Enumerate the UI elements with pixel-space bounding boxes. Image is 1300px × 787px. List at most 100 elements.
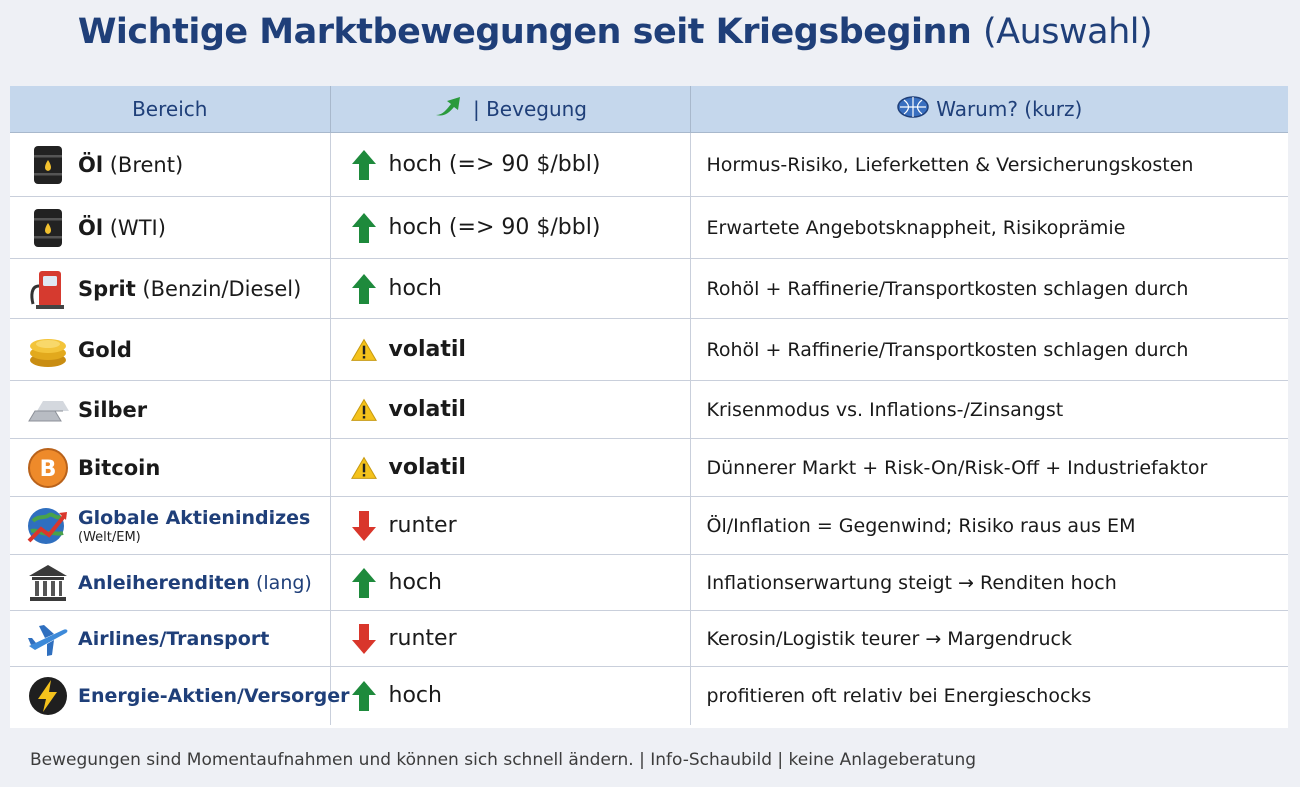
asset-name: Airlines/Transport — [78, 628, 269, 650]
table-row: Globale Aktienindizes (Welt/EM) runter Öl/I… — [10, 496, 1288, 555]
arrow-up-icon — [351, 272, 377, 306]
title-main: Wichtige Marktbewegungen seit Kriegsbegi… — [77, 12, 972, 52]
svg-text:B: B — [40, 457, 57, 482]
table-row: Airlines/Transport runter Kerosin/Logistik… — [10, 610, 1288, 667]
table-row: Anleiherenditen (lang) hoch Inflationserwa… — [10, 554, 1288, 611]
oil-barrel-icon — [24, 204, 72, 252]
reason-text: Kerosin/Logistik teurer → Margendruck — [706, 627, 1072, 650]
footer-note: Bewegungen sind Momentaufnahmen und könn… — [30, 750, 977, 770]
asset-name: Gold — [78, 338, 132, 362]
reason-text: Inflationserwartung steigt → Renditen ho… — [706, 571, 1117, 594]
cell-warum: Inflationserwartung steigt → Renditen ho… — [690, 554, 1288, 611]
cell-bewegung: hoch (=> 90 $/bbl) — [330, 196, 691, 259]
table-row: Gold volatil Rohöl + Raffinerie/Transportk… — [10, 318, 1288, 381]
cell-bewegung: hoch (=> 90 $/bbl) — [330, 132, 691, 197]
header-warum: Warum? (kurz) — [690, 86, 1288, 133]
asset-name-bold: Silber — [78, 397, 148, 422]
airplane-icon — [24, 615, 72, 663]
table-row: B Bitcoin volatil Dünnerer Markt + Risk-On/… — [10, 438, 1288, 497]
cell-bewegung: hoch — [330, 554, 691, 611]
header-bereich: Bereich — [10, 86, 331, 133]
asset-name-detail: (lang) — [249, 571, 312, 594]
globe-chart-icon — [24, 502, 72, 550]
warning-icon — [350, 393, 377, 427]
gold-coins-icon — [24, 326, 72, 374]
asset-name: Bitcoin — [78, 456, 160, 480]
cell-warum: Öl/Inflation = Gegenwind; Risiko raus au… — [690, 496, 1288, 555]
cell-bereich: Silber — [10, 380, 331, 439]
reason-text: Rohöl + Raffinerie/Transportkosten schla… — [706, 338, 1189, 361]
asset-name: Silber — [78, 398, 147, 422]
silver-bars-icon — [24, 386, 72, 434]
asset-name: Globale Aktienindizes (Welt/EM) — [78, 507, 310, 545]
trend-arrow-icon — [433, 95, 467, 124]
asset-name-bold: Airlines/Transport — [78, 627, 270, 650]
cell-warum: Hormus-Risiko, Lieferketten & Versicheru… — [690, 132, 1288, 197]
cell-bewegung: volatil — [330, 380, 691, 439]
asset-name-bold: Öl — [78, 152, 104, 177]
bitcoin-icon: B — [24, 444, 72, 492]
table-row: Silber volatil Krisenmodus vs. Inflations-… — [10, 380, 1288, 439]
movement-label: volatil — [388, 337, 466, 362]
movement-label: volatil — [388, 455, 466, 480]
asset-name-bold: Öl — [78, 215, 104, 240]
cell-bereich: Anleiherenditen (lang) — [10, 554, 331, 611]
cell-bereich: Öl (Brent) — [10, 132, 331, 197]
reason-text: Hormus-Risiko, Lieferketten & Versicheru… — [706, 153, 1194, 176]
cell-warum: Rohöl + Raffinerie/Transportkosten schla… — [690, 258, 1288, 319]
asset-name-bold: Sprit — [78, 276, 136, 301]
cell-bewegung: runter — [330, 496, 691, 555]
asset-name-sub: (Welt/EM) — [78, 529, 141, 545]
cell-bereich: Gold — [10, 318, 331, 381]
lightning-icon — [24, 672, 72, 720]
cell-warum: profitieren oft relativ bei Energieschoc… — [690, 667, 1288, 725]
cell-bewegung: volatil — [330, 318, 691, 381]
asset-name-bold: Energie-Aktien/Versorger — [78, 684, 350, 707]
cell-bereich: Airlines/Transport — [10, 610, 331, 667]
cell-warum: Kerosin/Logistik teurer → Margendruck — [690, 610, 1288, 667]
warning-icon — [350, 451, 377, 485]
table-row: Öl (WTI) hoch (=> 90 $/bbl) Erwartete Ange… — [10, 196, 1288, 259]
header-bewegung: | Bevegung — [330, 86, 691, 133]
movement-label: hoch (=> 90 $/bbl) — [388, 152, 601, 177]
globe-icon — [896, 95, 930, 124]
arrow-down-icon — [351, 509, 377, 543]
asset-name-bold: Bitcoin — [78, 455, 161, 480]
header-bereich-label: Bereich — [132, 97, 208, 121]
asset-name: Öl (Brent) — [78, 153, 183, 177]
cell-warum: Rohöl + Raffinerie/Transportkosten schla… — [690, 318, 1288, 381]
asset-name: Energie-Aktien/Versorger — [78, 685, 349, 707]
bank-building-icon — [24, 559, 72, 607]
movement-label: hoch — [388, 570, 442, 595]
cell-warum: Erwartete Angebotsknappheit, Risikoprämi… — [690, 196, 1288, 259]
movement-label: hoch — [388, 683, 442, 709]
cell-bereich: B Bitcoin — [10, 438, 331, 497]
fuel-pump-icon — [24, 265, 72, 313]
market-table: Bereich | Bevegung Warum? — [10, 86, 1288, 725]
arrow-up-icon — [351, 566, 377, 600]
header-bewegung-label: | Bevegung — [472, 97, 587, 121]
reason-text: Dünnerer Markt + Risk-On/Risk-Off + Indu… — [706, 456, 1208, 479]
cell-bereich: Globale Aktienindizes (Welt/EM) — [10, 496, 331, 555]
oil-barrel-icon — [24, 141, 72, 189]
market-table-panel: Bereich | Bevegung Warum? — [10, 86, 1288, 728]
title-suffix: (Auswahl) — [983, 12, 1153, 52]
asset-name-bold: Anleiherenditen — [78, 571, 250, 594]
cell-warum: Dünnerer Markt + Risk-On/Risk-Off + Indu… — [690, 438, 1288, 497]
header-warum-label: Warum? (kurz) — [936, 97, 1083, 121]
asset-name-bold: Globale Aktienindizes — [78, 506, 311, 529]
cell-bereich: Öl (WTI) — [10, 196, 331, 259]
asset-name: Anleiherenditen (lang) — [78, 572, 312, 594]
reason-text: Krisenmodus vs. Inflations-/Zinsangst — [706, 398, 1064, 421]
asset-name-detail: (Benzin/Diesel) — [135, 276, 302, 301]
table-row: Energie-Aktien/Versorger hoch profitieren … — [10, 666, 1288, 725]
cell-warum: Krisenmodus vs. Inflations-/Zinsangst — [690, 380, 1288, 439]
asset-name-bold: Gold — [78, 337, 132, 362]
asset-name-detail: (WTI) — [103, 215, 166, 240]
arrow-up-icon — [351, 679, 377, 713]
table-row: Sprit (Benzin/Diesel) hoch Rohöl + Raffine… — [10, 258, 1288, 319]
table-row: Öl (Brent) hoch (=> 90 $/bbl) Hormus-Risik… — [10, 132, 1288, 197]
movement-label: runter — [388, 513, 457, 538]
page-title: Wichtige Marktbewegungen seit Kriegsbegi… — [0, 12, 1230, 52]
movement-label: hoch (=> 90 $/bbl) — [388, 215, 601, 240]
